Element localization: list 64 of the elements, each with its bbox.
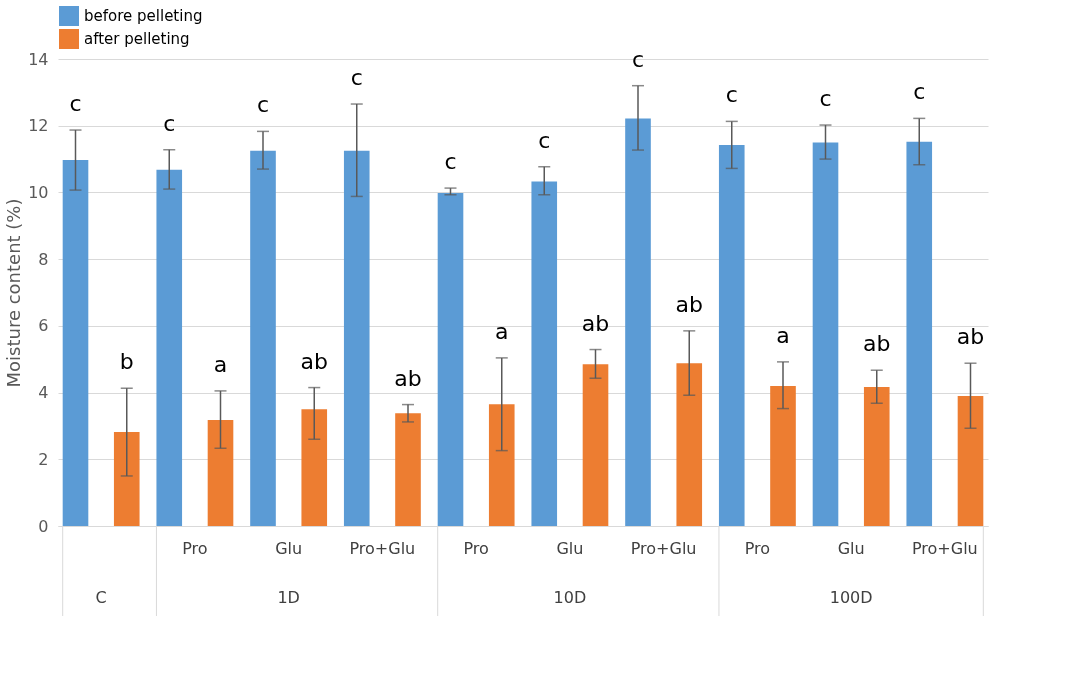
bar <box>957 395 984 526</box>
annotation: b <box>119 349 134 375</box>
annotation: a <box>776 322 790 348</box>
annotation: ab <box>581 310 610 336</box>
annotation: c <box>163 110 176 136</box>
bar <box>718 145 745 526</box>
bar <box>812 142 839 526</box>
x-tick-label: Pro+Glu <box>911 538 978 558</box>
bar <box>343 150 370 526</box>
legend-label: before pelleting <box>84 7 203 25</box>
x-tick-label: Pro+Glu <box>630 538 697 558</box>
bar <box>676 363 703 526</box>
text: 1D <box>277 588 300 607</box>
legend-label: after pelleting <box>84 30 190 48</box>
bar <box>156 169 183 526</box>
bar <box>62 160 89 526</box>
annotation: a <box>213 351 228 377</box>
x-tick-label: Pro <box>744 538 771 558</box>
annotation: c <box>819 86 832 112</box>
bar <box>207 419 234 526</box>
annotation: ab <box>394 365 422 391</box>
annotation: c <box>631 46 645 72</box>
annotation: ab <box>863 331 891 357</box>
annotation: c <box>69 91 82 117</box>
y-tick-label: 14 <box>28 49 49 69</box>
annotation: c <box>538 127 551 153</box>
bar <box>437 193 464 526</box>
annotation: c <box>444 149 457 175</box>
y-tick-label: 10 <box>28 182 49 202</box>
bar <box>113 431 140 526</box>
annotation: c <box>913 79 926 105</box>
annotation: ab <box>300 348 328 374</box>
y-tick-label: 0 <box>38 516 49 536</box>
x-tick-label: Pro <box>463 538 489 558</box>
y-tick-label: 4 <box>38 383 49 403</box>
x-tick-label: Glu <box>275 538 303 558</box>
bar <box>531 181 558 526</box>
bar <box>770 385 796 526</box>
annotation: ab <box>675 291 703 317</box>
y-axis-title: Moisture content (%) <box>3 198 25 388</box>
text: 10D <box>553 588 587 607</box>
text: 100D <box>829 588 873 607</box>
bar <box>395 413 421 526</box>
bar <box>488 404 515 526</box>
bar <box>863 386 890 526</box>
annotation: c <box>256 92 270 118</box>
x-tick-label: Glu <box>837 538 865 558</box>
y-tick-label: 2 <box>38 449 49 469</box>
annotation: c <box>350 65 363 91</box>
bar <box>582 364 609 526</box>
annotation: c <box>725 82 738 108</box>
x-tick-label: Pro+Glu <box>349 538 416 558</box>
y-tick-label: 6 <box>38 316 49 336</box>
bar <box>301 409 328 526</box>
x-tick-label: Pro <box>182 538 208 558</box>
bar <box>906 141 933 526</box>
annotation: ab <box>956 324 985 350</box>
bar <box>625 118 651 526</box>
y-tick-label: 12 <box>28 116 49 136</box>
annotation: a <box>495 318 509 344</box>
bar <box>250 150 276 526</box>
y-tick-label: 8 <box>38 249 49 269</box>
x-tick-label: Glu <box>556 538 584 558</box>
text: C <box>95 588 107 607</box>
